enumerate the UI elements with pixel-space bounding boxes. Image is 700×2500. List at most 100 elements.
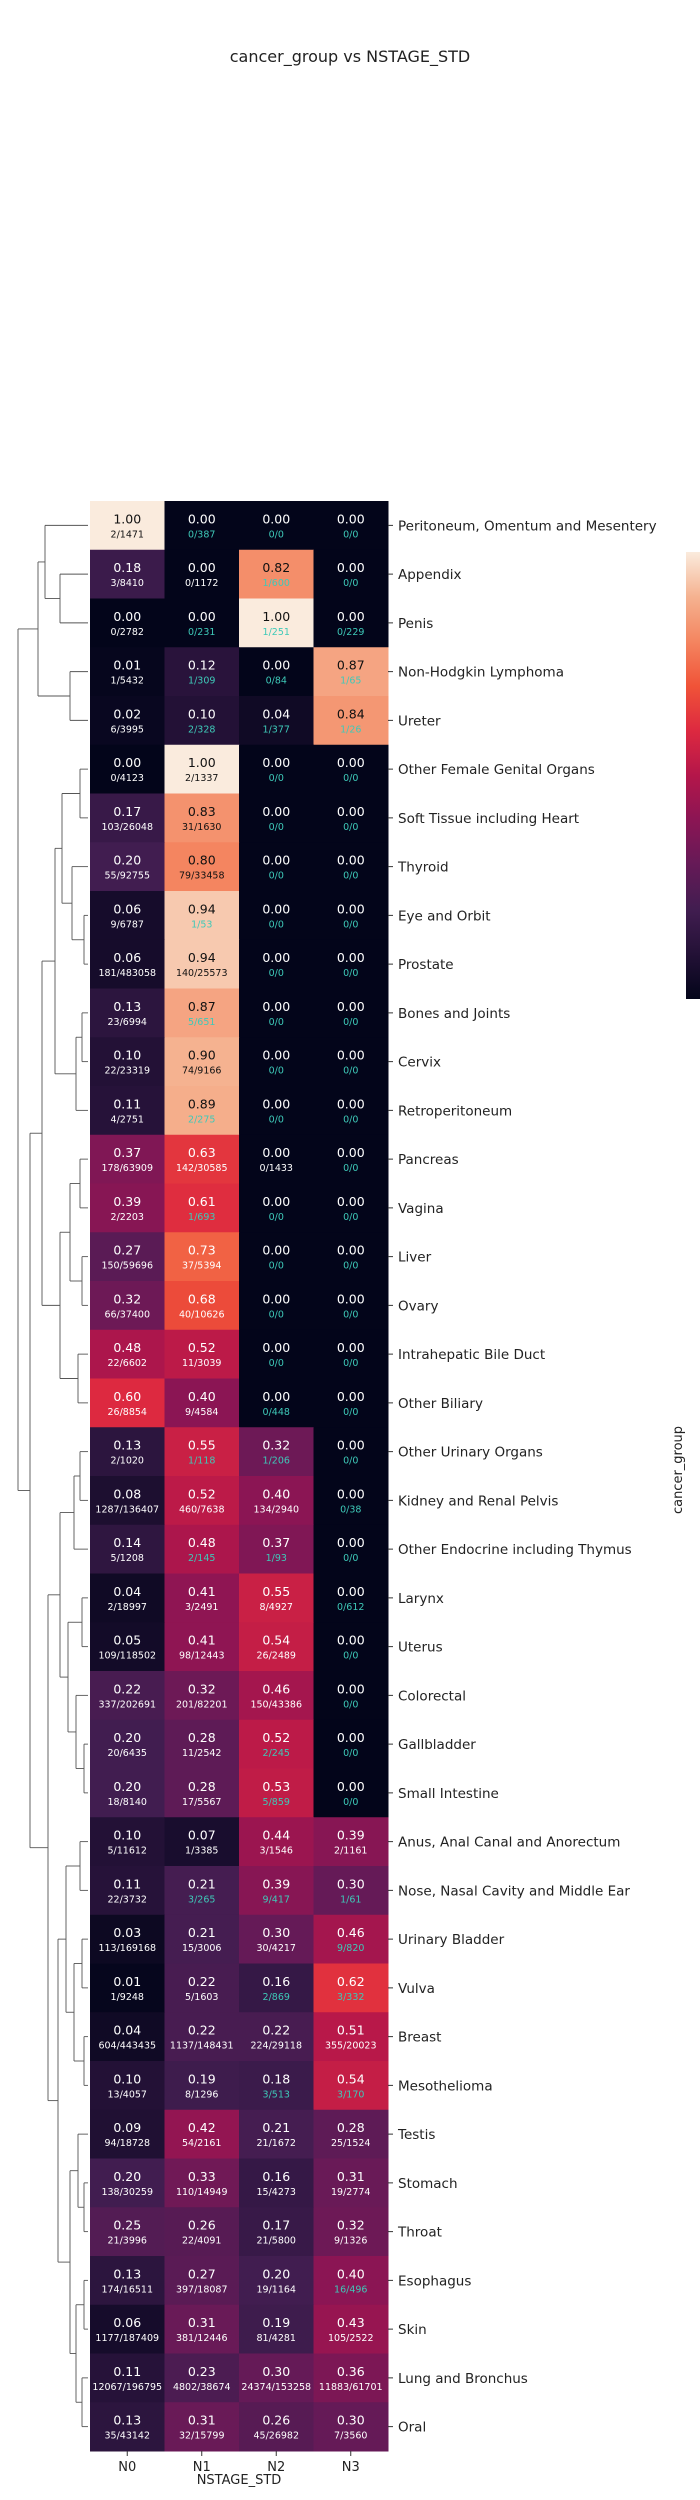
cell-count-label: 21/1672: [257, 2138, 296, 2149]
cell-value-label: 0.87: [188, 999, 216, 1014]
cell-count-label: 11/3039: [182, 1358, 221, 1369]
cell-count-label: 0/0: [343, 968, 358, 979]
cell-count-label: 94/18728: [104, 2138, 150, 2149]
cell-value-label: 0.60: [113, 1389, 141, 1404]
cell-count-label: 40/10626: [179, 1309, 225, 1320]
heatmap-cell: [239, 1086, 314, 1136]
heatmap-cell: [164, 1183, 240, 1233]
cell-count-label: 0/0: [269, 822, 284, 833]
cell-count-label: 9/4584: [185, 1407, 218, 1418]
heatmap-cell: [90, 2158, 165, 2208]
cell-count-label: 0/0: [269, 968, 284, 979]
cell-value-label: 0.00: [262, 1096, 290, 1111]
row-label: Breast: [398, 2030, 441, 2046]
heatmap-cell: [164, 1719, 240, 1769]
heatmap-cell: [164, 1232, 240, 1282]
heatmap-cell: [164, 2012, 240, 2062]
heatmap-cell: [239, 1573, 314, 1623]
cell-value-label: 0.37: [113, 1145, 141, 1160]
cell-value-label: 0.05: [113, 1633, 141, 1648]
cell-count-label: 21/3996: [108, 2236, 147, 2247]
cell-value-label: 0.13: [113, 2266, 141, 2281]
cell-value-label: 0.00: [113, 609, 141, 624]
heatmap-cell: [90, 1817, 165, 1867]
heatmap-cell: [313, 647, 389, 697]
cell-value-label: 0.00: [337, 1730, 365, 1745]
heatmap-cell: [239, 1622, 314, 1672]
cell-value-label: 0.90: [188, 1048, 216, 1063]
heatmap-cell: [239, 1232, 314, 1282]
cell-value-label: 0.00: [337, 1681, 365, 1696]
heatmap-cell: [90, 1719, 165, 1769]
cell-count-label: 0/0: [343, 919, 358, 930]
cell-value-label: 0.32: [262, 1438, 290, 1453]
cell-value-label: 0.11: [113, 1096, 141, 1111]
cell-value-label: 0.54: [337, 2071, 365, 2086]
cell-value-label: 0.00: [262, 658, 290, 673]
heatmap-cell: [164, 1134, 240, 1184]
row-label: Oral: [398, 2420, 426, 2436]
cell-count-label: 35/43142: [104, 2431, 150, 2442]
heatmap-cell: [164, 1671, 240, 1721]
cell-value-label: 0.00: [337, 1633, 365, 1648]
row-label: Colorectal: [398, 1688, 466, 1704]
cell-count-label: 224/29118: [250, 2041, 302, 2052]
heatmap-cell: [90, 2256, 165, 2306]
cell-count-label: 1/93: [266, 1553, 287, 1564]
heatmap-cell: [90, 598, 165, 648]
cell-value-label: 0.40: [337, 2266, 365, 2281]
cell-value-label: 0.00: [188, 511, 216, 526]
row-label: Skin: [398, 2322, 427, 2338]
row-label: Peritoneum, Omentum and Mesentery: [398, 518, 657, 534]
cell-value-label: 0.52: [262, 1730, 290, 1745]
cell-value-label: 0.06: [113, 2315, 141, 2330]
cell-count-label: 22/23319: [104, 1066, 150, 1077]
cell-count-label: 174/16511: [101, 2284, 153, 2295]
heatmap-cell: [239, 2061, 314, 2111]
cell-value-label: 0.18: [262, 2071, 290, 2086]
heatmap-cell: [239, 1719, 314, 1769]
heatmap-cell: [90, 1183, 165, 1233]
cell-value-label: 0.00: [262, 999, 290, 1014]
cell-count-label: 5/651: [188, 1017, 215, 1028]
row-label: Ureter: [398, 713, 441, 729]
cell-count-label: 1/693: [188, 1212, 215, 1223]
cell-value-label: 0.00: [337, 853, 365, 868]
heatmap-cell: [90, 1573, 165, 1623]
cell-count-label: 18/8140: [108, 1797, 147, 1808]
cell-count-label: 2/1337: [185, 773, 218, 784]
cell-value-label: 0.30: [262, 2364, 290, 2379]
heatmap-cell: [164, 1817, 240, 1867]
row-label: Ovary: [398, 1298, 438, 1314]
cell-value-label: 0.12: [188, 658, 216, 673]
cell-count-label: 113/169168: [98, 1943, 156, 1954]
cell-value-label: 0.21: [262, 2120, 290, 2135]
cell-value-label: 0.28: [337, 2120, 365, 2135]
cell-count-label: 1287/136407: [95, 1504, 159, 1515]
row-label: Throat: [397, 2225, 442, 2241]
cell-count-label: 0/0: [343, 1456, 358, 1467]
heatmap-cell: [239, 1817, 314, 1867]
heatmap-cell: [239, 1183, 314, 1233]
row-label: Small Intestine: [398, 1786, 499, 1802]
cell-count-label: 1/5432: [111, 676, 144, 687]
heatmap-cell: [313, 1817, 389, 1867]
heatmap-cell: [239, 1914, 314, 1964]
cell-count-label: 1137/148431: [170, 2041, 234, 2052]
cell-value-label: 0.48: [188, 1535, 216, 1550]
heatmap-cell: [90, 842, 165, 892]
heatmap-cell: [90, 501, 165, 551]
cell-count-label: 7/3560: [334, 2431, 367, 2442]
cell-count-label: 19/2774: [331, 2187, 370, 2198]
cell-count-label: 0/0: [343, 529, 358, 540]
row-label: Appendix: [398, 567, 462, 583]
heatmap-cell: [313, 2158, 389, 2208]
heatmap-cell: [239, 2012, 314, 2062]
cell-value-label: 0.22: [262, 2023, 290, 2038]
row-label: Liver: [398, 1250, 432, 1266]
row-label: Mesothelioma: [398, 2078, 493, 2094]
cell-count-label: 0/448: [263, 1407, 290, 1418]
cell-value-label: 0.00: [262, 950, 290, 965]
cell-count-label: 2/1020: [111, 1456, 144, 1467]
